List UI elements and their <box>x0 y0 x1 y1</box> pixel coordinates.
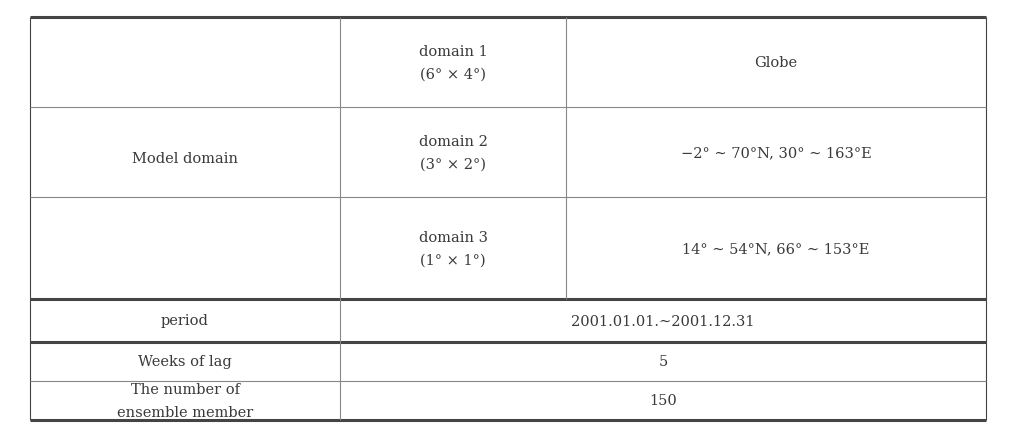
Text: 14° ∼ 54°N, 66° ∼ 153°E: 14° ∼ 54°N, 66° ∼ 153°E <box>683 241 870 255</box>
Text: 150: 150 <box>649 394 677 408</box>
Text: Model domain: Model domain <box>132 152 238 166</box>
Text: domain 3
(1° × 1°): domain 3 (1° × 1°) <box>419 230 488 267</box>
Text: period: period <box>162 314 209 328</box>
Text: domain 2
(3° × 2°): domain 2 (3° × 2°) <box>419 134 488 171</box>
Text: 2001.01.01.∼2001.12.31: 2001.01.01.∼2001.12.31 <box>571 314 755 328</box>
Text: 5: 5 <box>658 355 668 369</box>
Text: The number of
ensemble member: The number of ensemble member <box>117 382 253 419</box>
Text: −2° ∼ 70°N, 30° ∼ 163°E: −2° ∼ 70°N, 30° ∼ 163°E <box>681 146 872 159</box>
Text: Weeks of lag: Weeks of lag <box>138 355 232 369</box>
Text: domain 1
(6° × 4°): domain 1 (6° × 4°) <box>419 45 488 81</box>
Text: Globe: Globe <box>755 56 798 70</box>
